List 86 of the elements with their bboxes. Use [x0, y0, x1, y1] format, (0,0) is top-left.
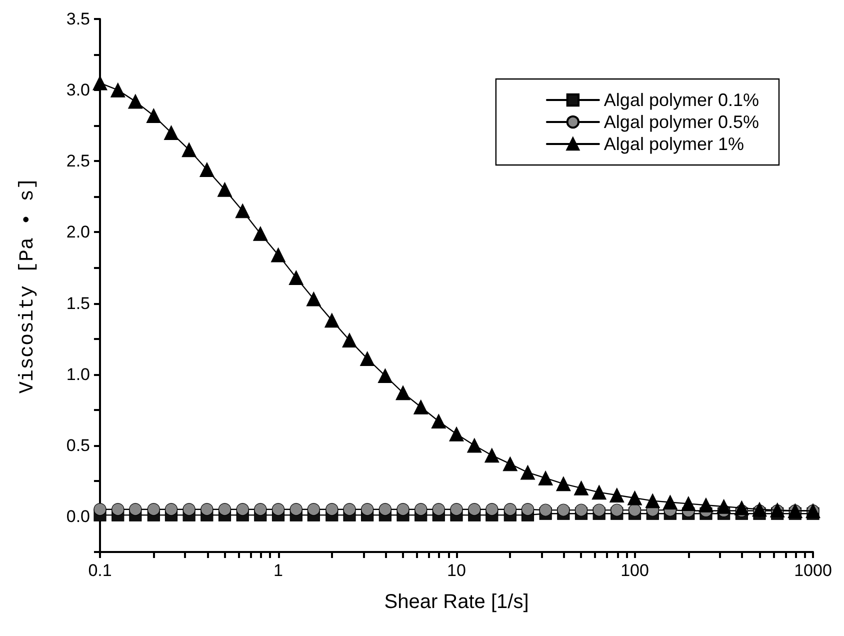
point [610, 488, 624, 502]
point [645, 494, 660, 508]
y-tick-label: 0.0 [66, 506, 90, 526]
point [467, 438, 482, 453]
y-tick-label: 3.0 [66, 80, 90, 100]
point [182, 142, 196, 158]
point [218, 503, 232, 516]
point [698, 498, 714, 512]
point [129, 503, 142, 516]
x-tick-label: 0.1 [88, 561, 112, 580]
x-tick-label: 100 [620, 561, 649, 580]
y-tick-label: 1.5 [66, 294, 90, 313]
point [468, 503, 481, 516]
point [306, 292, 321, 306]
point [610, 504, 624, 516]
legend-label: Algal polymer 0.1% [604, 90, 760, 110]
y-tick-label: 0.5 [66, 436, 90, 455]
point [272, 503, 285, 516]
point [236, 503, 249, 516]
point [396, 386, 410, 400]
point [343, 503, 356, 516]
point [574, 480, 589, 496]
point [556, 476, 571, 492]
point [128, 94, 143, 109]
point [110, 82, 126, 98]
point [414, 503, 428, 516]
point [378, 503, 392, 516]
point [307, 503, 320, 516]
point [290, 503, 302, 516]
point [270, 248, 286, 262]
point [484, 448, 500, 463]
point [217, 182, 232, 197]
y-tick-label: 2.0 [66, 222, 90, 242]
x-tick-label: 10 [447, 561, 466, 580]
point [414, 400, 428, 414]
point [235, 204, 250, 218]
point [592, 504, 606, 516]
point [182, 503, 196, 516]
point [538, 470, 553, 486]
point [342, 332, 357, 348]
point [716, 499, 732, 514]
point [164, 125, 179, 140]
point [360, 351, 375, 366]
point [521, 503, 534, 516]
point [574, 504, 588, 516]
point [288, 270, 304, 285]
point [504, 503, 516, 516]
point [94, 503, 106, 516]
point [164, 503, 178, 516]
x-tick-label: 1 [274, 561, 283, 580]
point [396, 503, 410, 516]
y-tick-label: 3.5 [66, 10, 90, 28]
point [539, 504, 552, 516]
point [520, 465, 536, 480]
point [628, 504, 642, 516]
point [734, 500, 749, 516]
x-tick-label: 1000 [794, 561, 832, 580]
y-tick-label: 1.0 [66, 364, 90, 384]
point [431, 414, 446, 429]
point [200, 162, 214, 177]
point [147, 503, 160, 516]
point [112, 503, 124, 516]
point [254, 503, 267, 516]
point [146, 108, 161, 123]
legend-label: Algal polymer 0.5% [604, 112, 760, 132]
point [592, 485, 606, 500]
point [627, 490, 642, 506]
point [92, 76, 108, 90]
y-tick-label: 2.5 [66, 152, 90, 171]
point [253, 226, 268, 241]
point [326, 503, 338, 516]
point [324, 313, 340, 328]
point [449, 426, 464, 442]
point [502, 456, 518, 472]
point [557, 504, 570, 516]
point [486, 503, 498, 516]
point [361, 503, 374, 516]
point [200, 503, 214, 516]
legend-label: Algal polymer 1% [604, 134, 744, 154]
point [681, 496, 696, 511]
point [432, 503, 445, 516]
x-axis-title: Shear Rate [1/s] [384, 591, 529, 613]
point [662, 494, 678, 510]
point [378, 368, 392, 384]
point [450, 503, 463, 516]
y-axis-title: Viscosity [Pa • s] [16, 177, 40, 394]
